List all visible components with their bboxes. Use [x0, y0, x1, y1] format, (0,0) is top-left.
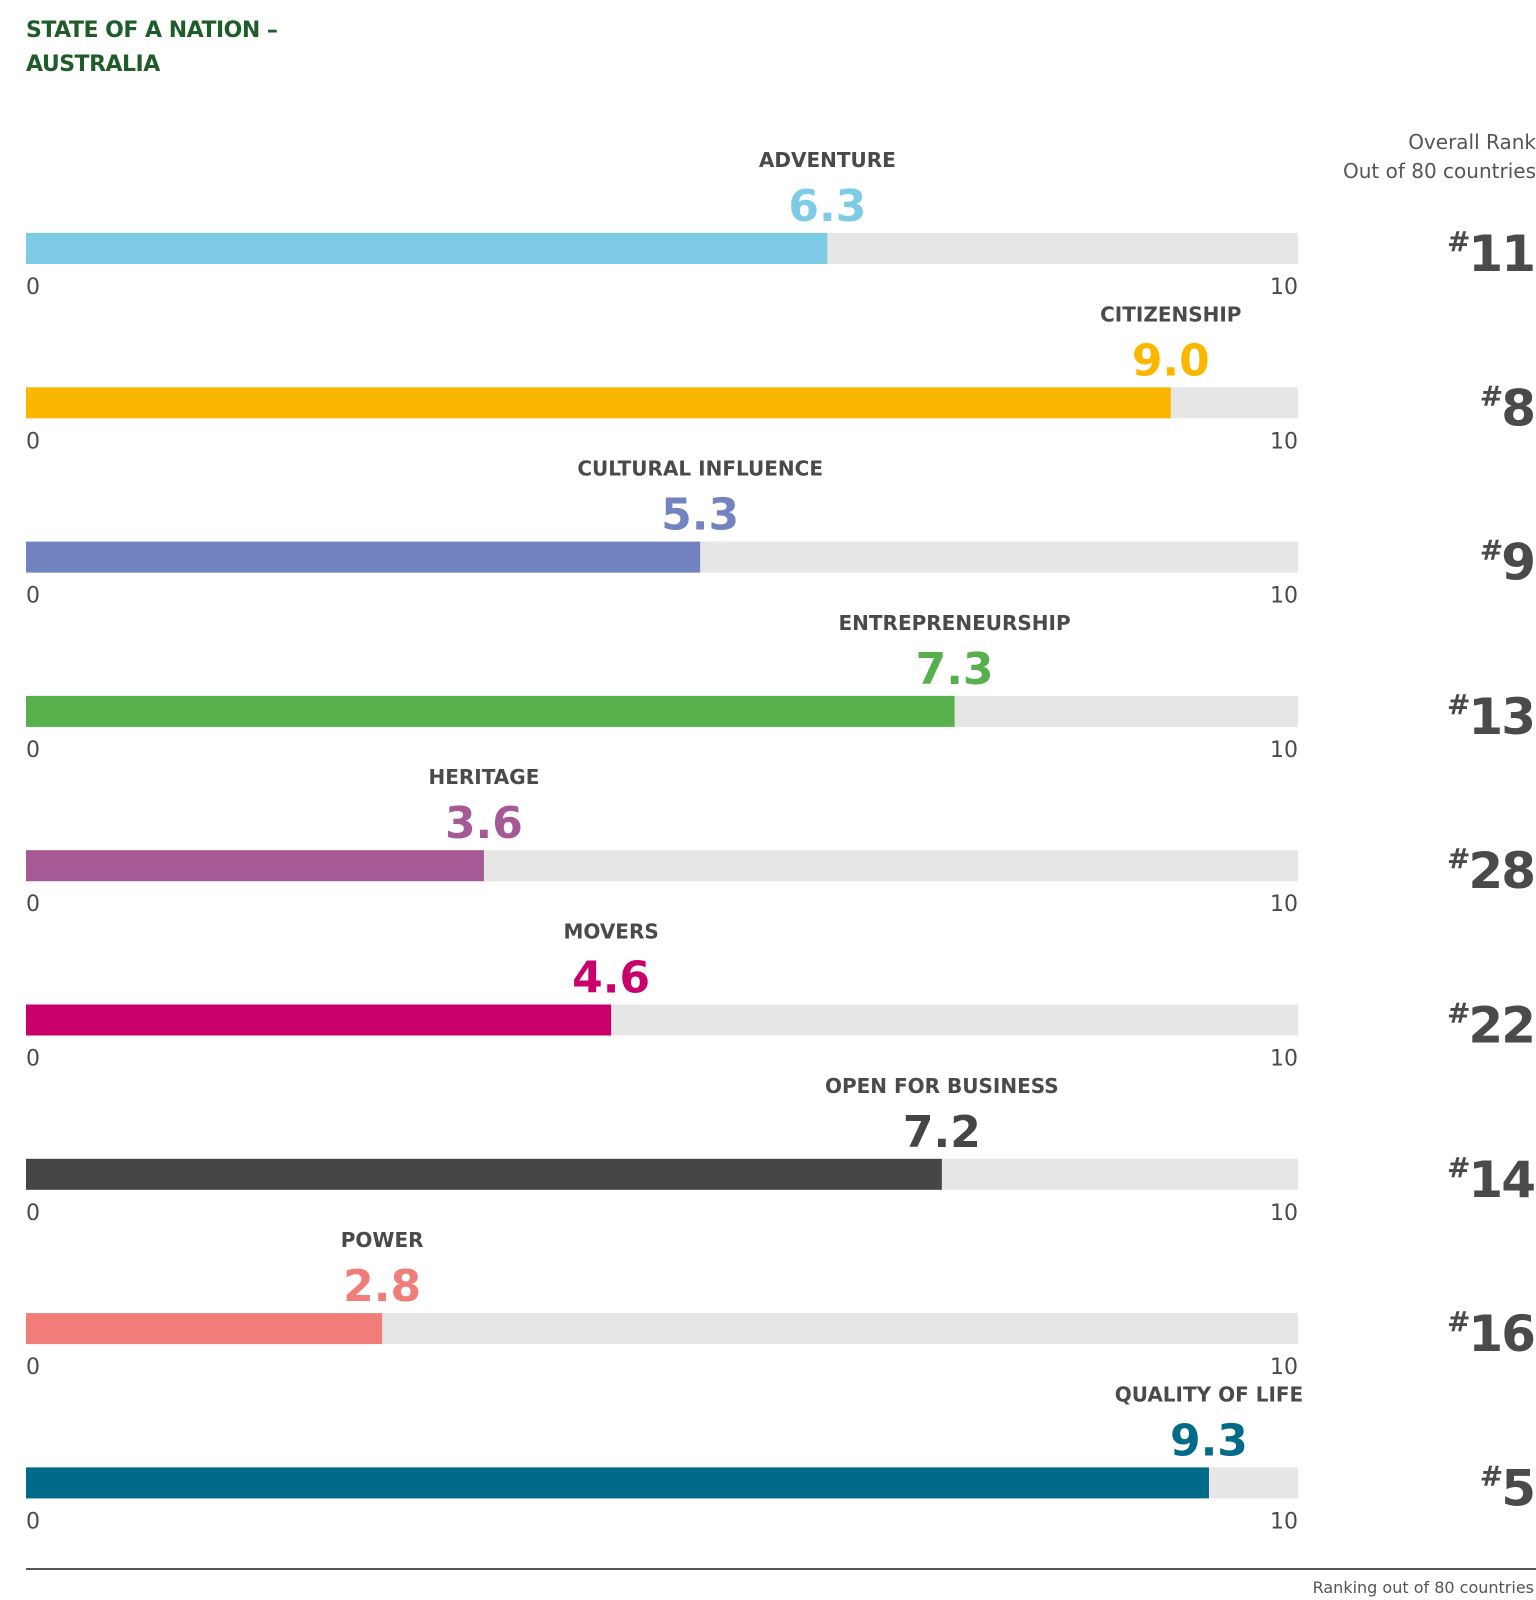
- rank-hash-symbol: #: [1447, 225, 1469, 258]
- bar-category-label: CITIZENSHIP: [1100, 302, 1241, 326]
- axis-max-tick-label: 10: [1270, 1509, 1298, 1534]
- axis-min-tick-label: 0: [26, 584, 40, 609]
- axis-min-tick-label: 0: [26, 892, 40, 917]
- rank-number: 11: [1468, 225, 1534, 283]
- bar: [26, 695, 955, 727]
- rank-hash-symbol: #: [1480, 379, 1502, 412]
- axis-max-tick-label: 10: [1270, 429, 1298, 454]
- bar-value-label: 9.3: [1170, 1415, 1248, 1466]
- footer-divider: [26, 1568, 1536, 1570]
- rank-hash-symbol: #: [1447, 1151, 1469, 1184]
- bar-value-label: 9.0: [1132, 335, 1210, 386]
- bar-value-label: 4.6: [572, 953, 650, 1004]
- axis-min-tick-label: 0: [26, 1047, 40, 1072]
- overall-rank-label: #13: [1447, 688, 1534, 746]
- bar-value-label: 5.3: [661, 490, 739, 541]
- footer-note: Ranking out of 80 countries: [1312, 1578, 1534, 1597]
- bar-value-label: 3.6: [445, 798, 523, 849]
- rank-number: 14: [1468, 1151, 1534, 1209]
- rank-hash-symbol: #: [1447, 1305, 1469, 1338]
- rank-number: 8: [1501, 379, 1534, 437]
- axis-min-tick-label: 0: [26, 275, 40, 300]
- chart-title: STATE OF A NATION – AUSTRALIA: [26, 14, 386, 82]
- axis-max-tick-label: 10: [1270, 584, 1298, 609]
- bar: [26, 541, 701, 573]
- bar-category-label: HERITAGE: [428, 765, 539, 789]
- bar: [26, 1467, 1209, 1499]
- bar-category-label: POWER: [341, 1228, 424, 1252]
- bar-value-label: 2.8: [343, 1261, 421, 1312]
- bar-category-label: ENTREPRENEURSHIP: [839, 611, 1071, 635]
- bar-value-label: 6.3: [788, 181, 866, 232]
- overall-rank-label: #16: [1447, 1305, 1534, 1363]
- rank-number: 9: [1501, 534, 1534, 592]
- rank-number: 13: [1468, 688, 1534, 746]
- axis-min-tick-label: 0: [26, 1355, 40, 1380]
- rank-hash-symbol: #: [1480, 1459, 1502, 1492]
- chart-title-line-1: STATE OF A NATION –: [26, 18, 278, 43]
- rank-header-line-1: Overall Rank: [1408, 130, 1536, 154]
- bar-category-label: CULTURAL INFLUENCE: [577, 457, 823, 481]
- bar-category-label: ADVENTURE: [759, 148, 896, 172]
- bar-category-label: MOVERS: [563, 920, 658, 944]
- rank-number: 16: [1468, 1305, 1534, 1363]
- bar-category-label: OPEN FOR BUSINESS: [825, 1074, 1059, 1098]
- rank-number: 22: [1468, 997, 1534, 1055]
- bar-category-label: QUALITY OF LIFE: [1115, 1382, 1304, 1406]
- bar: [26, 850, 484, 882]
- bar-value-label: 7.3: [916, 644, 994, 695]
- axis-min-tick-label: 0: [26, 1509, 40, 1534]
- axis-max-tick-label: 10: [1270, 1355, 1298, 1380]
- overall-rank-label: #5: [1480, 1459, 1534, 1517]
- rank-hash-symbol: #: [1447, 688, 1469, 721]
- bar: [26, 233, 828, 264]
- bar-value-label: 7.2: [903, 1107, 981, 1158]
- axis-min-tick-label: 0: [26, 1201, 40, 1226]
- axis-max-tick-label: 10: [1270, 892, 1298, 917]
- bar: [26, 387, 1171, 419]
- overall-rank-label: #14: [1447, 1151, 1534, 1209]
- overall-rank-label: #11: [1447, 225, 1534, 283]
- overall-rank-label: #8: [1480, 379, 1534, 437]
- bar: [26, 1004, 612, 1036]
- overall-rank-label: #28: [1447, 842, 1534, 900]
- axis-min-tick-label: 0: [26, 738, 40, 763]
- rank-number: 5: [1501, 1459, 1534, 1517]
- axis-max-tick-label: 10: [1270, 738, 1298, 763]
- rank-hash-symbol: #: [1480, 534, 1502, 567]
- rank-header-line-2: Out of 80 countries: [1343, 159, 1536, 183]
- rank-column-header: Overall Rank Out of 80 countries: [1343, 128, 1536, 186]
- axis-min-tick-label: 0: [26, 429, 40, 454]
- rank-hash-symbol: #: [1447, 842, 1469, 875]
- chart-title-line-2: AUSTRALIA: [26, 52, 160, 77]
- axis-max-tick-label: 10: [1270, 1047, 1298, 1072]
- bar: [26, 1158, 942, 1190]
- axis-max-tick-label: 10: [1270, 1201, 1298, 1226]
- overall-rank-label: #22: [1447, 997, 1534, 1055]
- bar: [26, 1313, 383, 1345]
- rank-number: 28: [1468, 842, 1534, 900]
- rank-hash-symbol: #: [1447, 997, 1469, 1030]
- overall-rank-label: #9: [1480, 534, 1534, 592]
- axis-max-tick-label: 10: [1270, 275, 1298, 300]
